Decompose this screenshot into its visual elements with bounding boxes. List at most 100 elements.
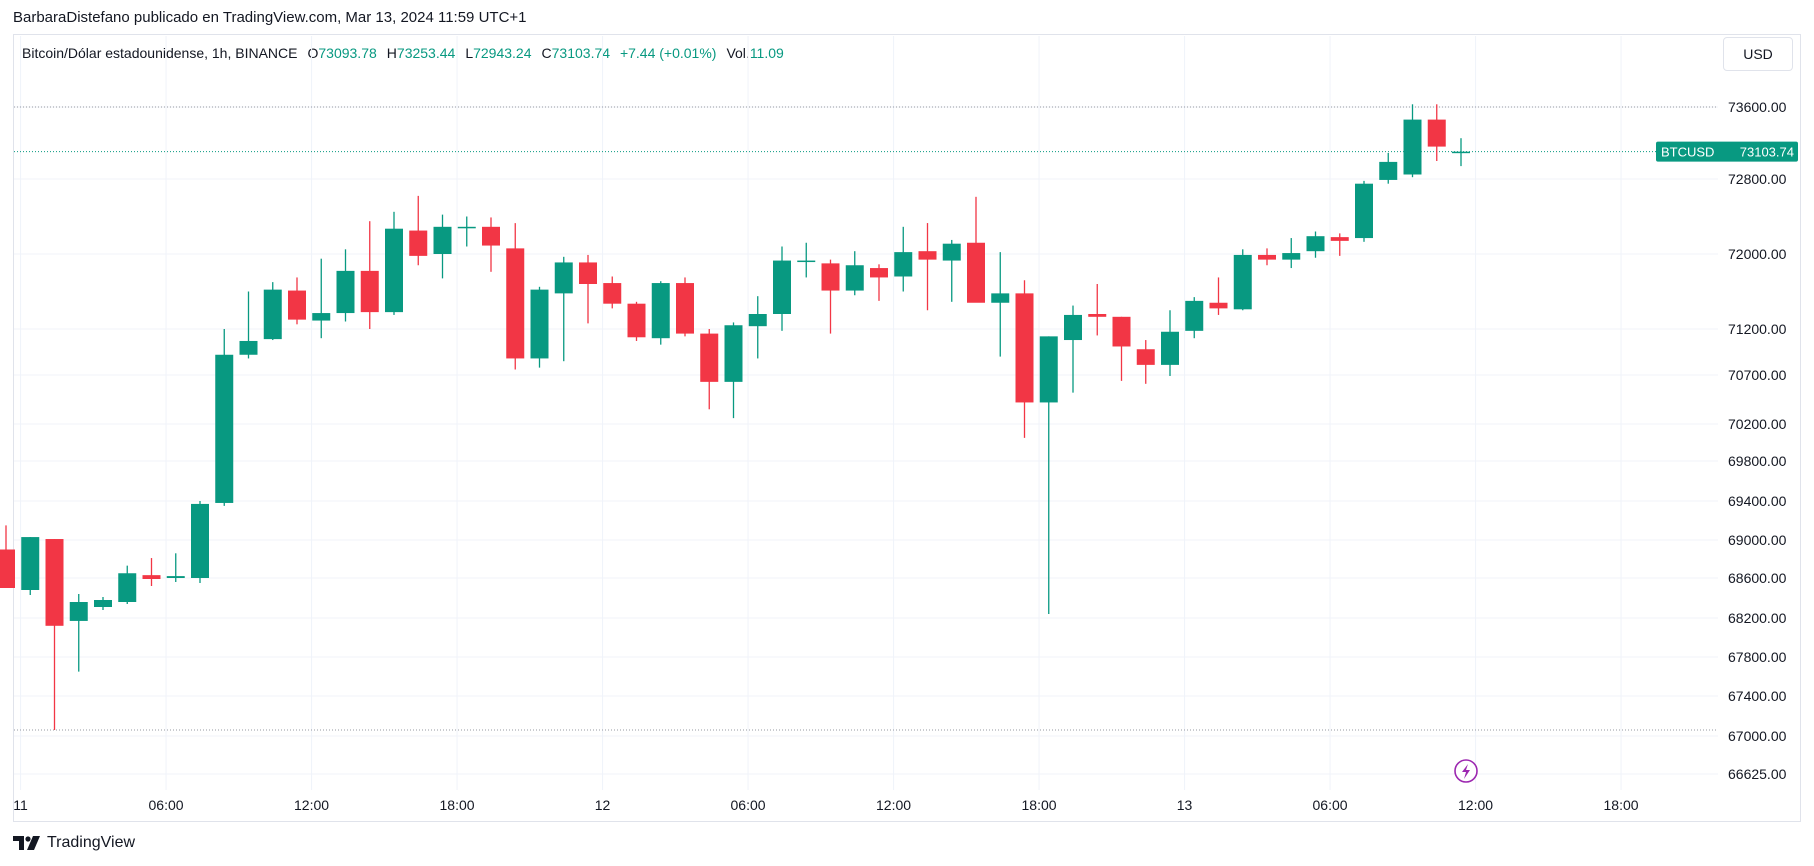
candle-body [1233, 254, 1252, 310]
candle-body [21, 537, 40, 590]
candle-body [166, 576, 185, 578]
tradingview-logo-icon [13, 836, 40, 850]
candle-down [870, 264, 888, 301]
candle-body [724, 325, 743, 382]
candle-body [627, 303, 646, 338]
candle-body [1258, 254, 1276, 260]
y-tick-label: 69800.00 [1728, 453, 1787, 469]
x-tick-label: 18:00 [1022, 797, 1057, 813]
y-tick-label: 67400.00 [1728, 688, 1787, 704]
candle-body [191, 503, 209, 578]
candle-body [773, 260, 791, 314]
x-tick-label: 12:00 [1458, 797, 1493, 813]
candle-body [1427, 119, 1446, 147]
x-tick-label: 06:00 [1313, 797, 1348, 813]
candle-up [385, 211, 403, 315]
candle-body [1088, 314, 1107, 317]
y-tick-label: 68200.00 [1728, 610, 1787, 626]
candle-down [1112, 316, 1131, 381]
legend-volume-label: Vol. [726, 45, 750, 61]
candle-up [433, 214, 452, 279]
publication-credit: BarbaraDistefano publicado en TradingVie… [13, 9, 527, 26]
legend-low-label: L [465, 45, 474, 61]
candle-down [627, 301, 646, 341]
brand-logo[interactable]: TradingView [13, 834, 135, 852]
candles [0, 104, 1470, 730]
candle-body [1039, 336, 1058, 403]
candle-body [312, 313, 331, 321]
candle-body [579, 262, 597, 284]
candle-body [1306, 236, 1325, 252]
x-tick-label: 12:00 [294, 797, 329, 813]
candle-up [239, 291, 258, 359]
candle-up [1379, 152, 1398, 184]
candle-down [1015, 280, 1034, 438]
candle-down [0, 525, 15, 588]
y-tick-label: 68600.00 [1728, 570, 1787, 586]
candle-body [433, 226, 452, 254]
candle-body [0, 549, 15, 588]
candle-up [457, 216, 476, 247]
candle-up [942, 239, 961, 302]
candle-body [1330, 237, 1349, 241]
candle-body [239, 340, 258, 355]
candle-down [482, 217, 500, 272]
candle-up [894, 226, 913, 292]
candle-body [1282, 253, 1301, 260]
legend-open-label: O [307, 45, 319, 61]
candle-up [1355, 180, 1373, 242]
price-axis[interactable]: 73600.00 72800.00 72000.00 71200.00 70700.00… [1728, 99, 1787, 782]
x-tick-label: 06:00 [149, 797, 184, 813]
candle-up [651, 281, 670, 345]
candle-down [1209, 277, 1228, 315]
candle-body [1015, 293, 1034, 403]
candle-up [1306, 231, 1325, 258]
chart-frame[interactable] [13, 34, 1801, 822]
legend-open-value: 73093.78 [318, 45, 377, 61]
candle-down [142, 558, 161, 586]
reference-lines [14, 106, 1718, 731]
candle-up [773, 246, 791, 331]
currency-button[interactable]: USD [1723, 37, 1793, 71]
y-tick-label: 71200.00 [1728, 321, 1787, 337]
x-tick-label: 06:00 [731, 797, 766, 813]
candle-up [797, 242, 816, 278]
x-tick-label: 18:00 [440, 797, 475, 813]
candle-up [118, 565, 137, 604]
y-tick-label: 70200.00 [1728, 416, 1787, 432]
candle-down [676, 277, 694, 337]
y-tick-label: 73600.00 [1728, 99, 1787, 115]
x-tick-label: 12 [595, 797, 611, 813]
candle-down [1330, 233, 1349, 256]
candle-body [603, 283, 622, 304]
candle-up [1039, 336, 1058, 614]
candle-up [215, 329, 234, 506]
legend-close-value: 73103.74 [551, 45, 611, 61]
candle-body [967, 242, 985, 303]
lightning-icon[interactable] [1454, 759, 1478, 783]
y-tick-label: 70700.00 [1728, 367, 1787, 383]
candle-body [506, 248, 525, 359]
price-tag-value: 73103.74 [1740, 145, 1794, 160]
candle-body [894, 252, 913, 277]
y-tick-label: 67800.00 [1728, 649, 1787, 665]
legend-symbol[interactable]: Bitcoin/Dólar estadounidense, 1h, BINANC… [22, 45, 298, 61]
y-tick-label: 67000.00 [1728, 728, 1787, 744]
price-tag-symbol: BTCUSD [1661, 145, 1714, 160]
candle-body [409, 230, 428, 256]
y-tick-label: 66625.00 [1728, 766, 1787, 782]
price-tag-background [1656, 141, 1798, 162]
legend-high-label: H [386, 45, 397, 61]
y-tick-label: 72000.00 [1728, 246, 1787, 262]
candle-body [45, 539, 64, 626]
time-axis[interactable]: 11 06:00 12:00 18:00 12 06:00 12:00 18:00 13 06:0… [13, 797, 1638, 813]
candle-up [845, 251, 864, 296]
candle-up [94, 597, 112, 610]
y-tick-label: 69400.00 [1728, 493, 1787, 509]
symbol-legend: Bitcoin/Dólar estadounidense, 1h, BINANC… [22, 45, 784, 61]
candle-body [1112, 316, 1131, 347]
candle-body [263, 289, 282, 340]
candle-down [603, 276, 622, 309]
x-tick-label: 11 [13, 797, 28, 813]
